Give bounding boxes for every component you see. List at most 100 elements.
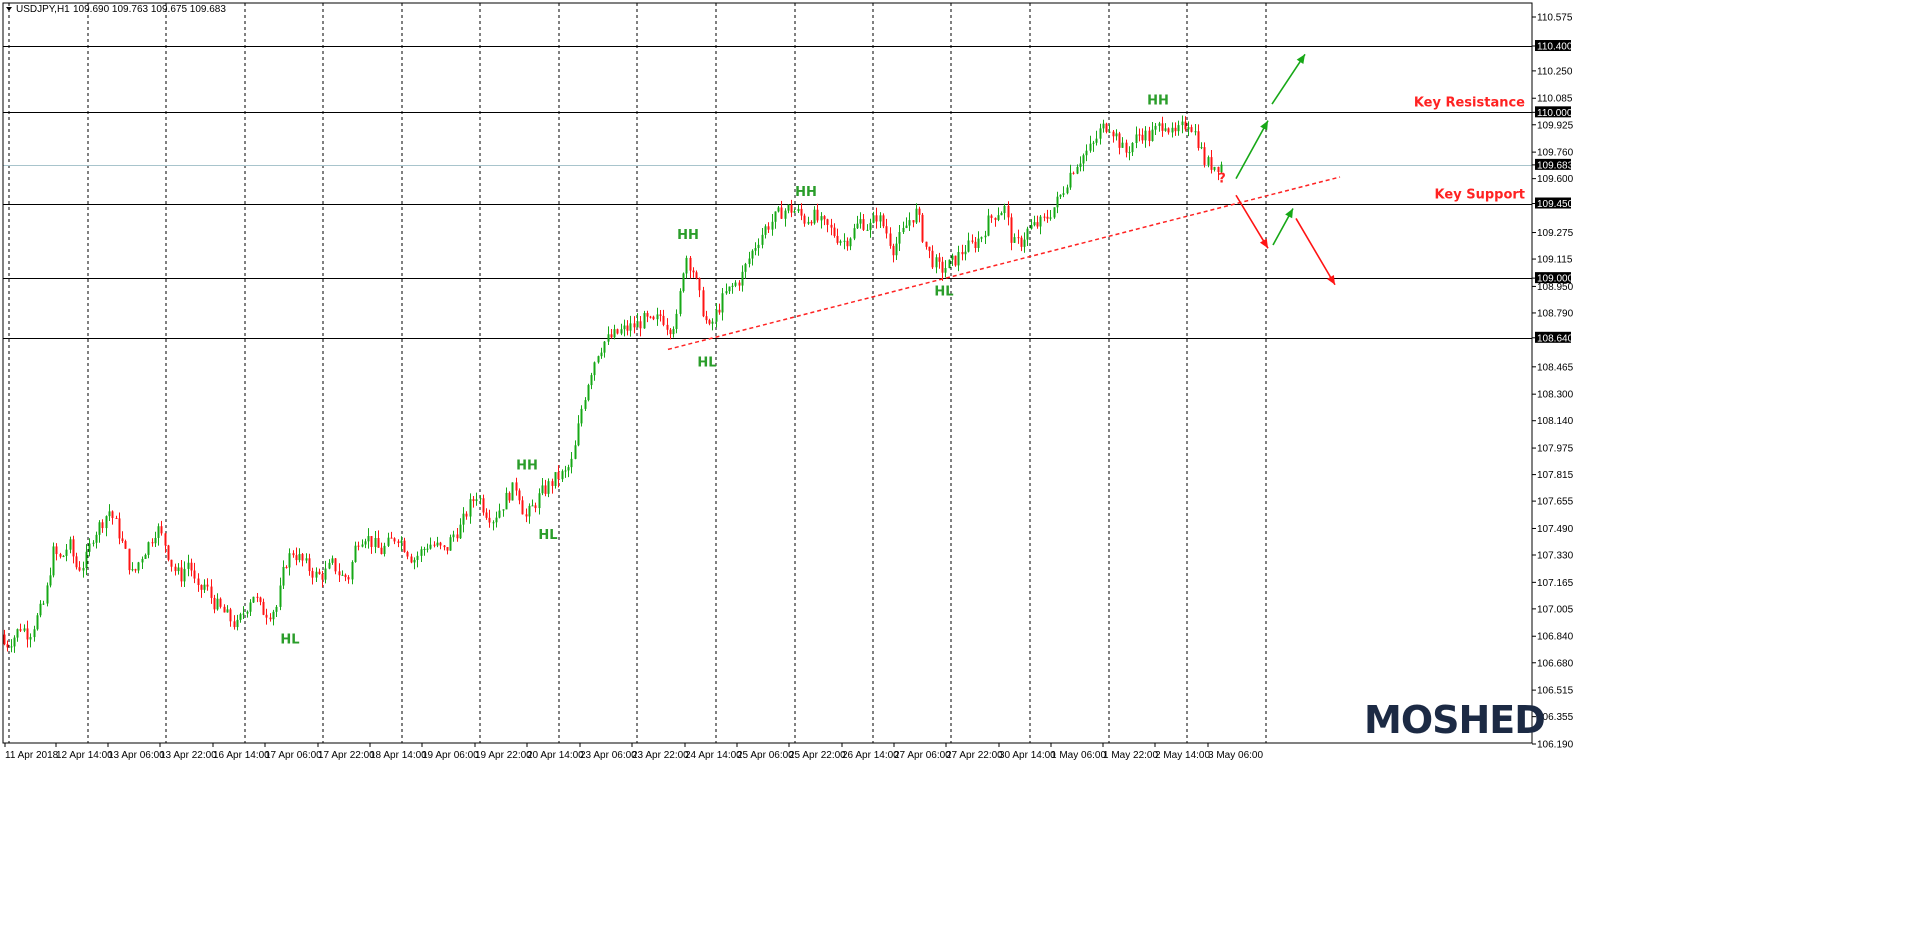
candle-body [1187, 127, 1190, 130]
x-tick-label: 16 Apr 14:00 [213, 750, 270, 761]
candle-body [174, 566, 177, 572]
candle-body [6, 644, 9, 648]
candle-body [19, 629, 22, 631]
candle-body [997, 215, 1000, 220]
candle-body [328, 562, 331, 569]
candle-body [55, 546, 58, 555]
candle-body [108, 511, 111, 517]
candle-body [364, 541, 367, 545]
candle-body [1026, 228, 1029, 240]
candle-body [115, 517, 118, 519]
candle-body [387, 537, 390, 546]
y-tick-label: 108.950 [1537, 282, 1574, 293]
scenario-arrows [1235, 53, 1336, 286]
candle-body [1210, 157, 1213, 170]
scenario-arrow [1235, 194, 1269, 249]
candle-body [820, 216, 823, 221]
candle-body [708, 320, 711, 324]
higher-low-label: HL [538, 528, 557, 543]
candle-body [1030, 225, 1033, 229]
candle-body [895, 243, 898, 256]
candle-body [65, 549, 68, 556]
candle-body [479, 498, 482, 500]
y-tick-label: 106.840 [1537, 632, 1574, 643]
candle-body [656, 314, 659, 320]
candle-body [75, 556, 78, 568]
candle-body [351, 562, 354, 580]
candle-body [1154, 125, 1157, 130]
candle-body [784, 210, 787, 219]
candle-body [905, 225, 908, 228]
y-tick-label: 109.115 [1537, 255, 1573, 266]
candle-body [400, 540, 403, 543]
candle-body [242, 613, 245, 615]
candle-body [889, 233, 892, 246]
trendline-layer [667, 176, 1341, 351]
price-axis[interactable]: 110.575 110.400 110.250 110.085 110.000109.9… [1532, 13, 1574, 751]
candle-body [128, 548, 131, 571]
candle-body [761, 234, 764, 245]
candle-body [151, 542, 154, 544]
candle-body [767, 226, 770, 230]
candle-body [301, 554, 304, 561]
candle-body [551, 481, 554, 486]
candle-body [187, 562, 190, 569]
x-tick-label: 1 May 06:00 [1051, 750, 1106, 761]
candle-body [826, 219, 829, 225]
question-annotation: ? [1218, 172, 1226, 187]
candle-body [584, 400, 587, 409]
candle-body [1200, 147, 1203, 149]
candle-body [689, 257, 692, 271]
candle-body [774, 211, 777, 222]
x-tick-label: 17 Apr 22:00 [318, 750, 375, 761]
candle-body [547, 481, 550, 494]
candle-body [1069, 172, 1072, 188]
candle-body [262, 601, 265, 615]
symbol-label: USDJPY,H1 [16, 4, 70, 15]
candle-body [669, 329, 672, 335]
ohlc-values: 109.690 109.763 109.675 109.683 [73, 4, 226, 15]
candle-body [380, 547, 383, 555]
candle-body [1056, 196, 1059, 208]
candle-body [298, 554, 301, 561]
candle-body [95, 534, 98, 543]
candle-body [433, 544, 436, 546]
candle-body [374, 537, 377, 547]
x-tick-label: 23 Apr 22:00 [632, 750, 689, 761]
candle-body [646, 313, 649, 317]
candle-body [672, 328, 675, 335]
candle-body [1164, 128, 1167, 131]
candle-body [1121, 142, 1124, 148]
candle-body [216, 598, 219, 610]
x-tick-label: 12 Apr 14:00 [56, 750, 113, 761]
candle-body [452, 534, 455, 538]
x-tick-label: 24 Apr 14:00 [685, 750, 742, 761]
candle-body [561, 471, 564, 480]
candle-body [652, 316, 655, 320]
candle-body [121, 538, 124, 542]
candle-body [59, 554, 62, 557]
candle-body [810, 221, 813, 224]
candle-body [305, 558, 308, 561]
candle-body [734, 282, 737, 286]
x-tick-label: 25 Apr 22:00 [789, 750, 846, 761]
candle-body [564, 470, 567, 472]
candle-body [836, 235, 839, 243]
y-tick-label: 109.760 [1537, 148, 1574, 159]
y-tick-label: 106.680 [1537, 658, 1574, 669]
candle-body [88, 543, 91, 552]
x-tick-label: 2 May 14:00 [1155, 750, 1210, 761]
x-tick-label: 26 Apr 14:00 [842, 750, 899, 761]
candle-body [272, 611, 275, 620]
candle-body [1128, 152, 1131, 154]
y-tick-label: 108.640 [1537, 333, 1574, 344]
candle-body [1213, 166, 1216, 170]
dropdown-triangle-icon[interactable] [6, 7, 12, 11]
candle-body [1138, 134, 1141, 136]
x-tick-label: 19 Apr 06:00 [422, 750, 479, 761]
candle-body [830, 224, 833, 228]
candle-body [406, 552, 409, 557]
candle-body [1036, 222, 1039, 227]
